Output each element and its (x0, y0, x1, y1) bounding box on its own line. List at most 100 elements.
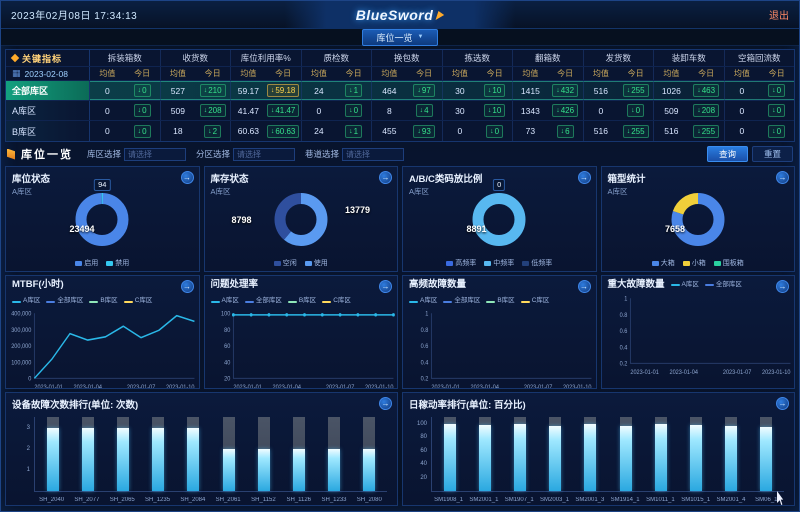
exit-link[interactable]: 退出 (769, 11, 789, 22)
kpi-today-value: ↓ 59.18 (266, 84, 300, 97)
reset-button[interactable]: 重置 (751, 146, 793, 162)
kpi-today-cell: ↓ 463 (689, 81, 724, 100)
panel-expand-button[interactable]: → (577, 280, 591, 293)
kpi-subheader-group: 均值 今日 (725, 67, 795, 80)
kpi-avg-value: 0 (598, 105, 604, 116)
panel-expand-button[interactable]: → (379, 280, 392, 293)
bar-column[interactable] (352, 417, 387, 491)
kpi-row-2[interactable]: B库区 0 ↓ 0 18 ↓ 2 60.63 ↓ 60.63 24 ↓ 1 455 ↓ 93 0 ↓ 0 73 ↓ 6 51… (6, 121, 794, 141)
bar-column[interactable] (211, 417, 246, 491)
bar-column[interactable] (678, 417, 713, 491)
svg-text:0.4: 0.4 (619, 344, 627, 352)
bar-column[interactable] (749, 417, 784, 491)
svg-text:2023-01-07: 2023-01-07 (722, 369, 751, 377)
bar-column[interactable] (317, 417, 352, 491)
chart-header: 问题处理率 A库区 全部库区 B库区 C库区 (205, 276, 398, 306)
legend-swatch (75, 260, 83, 266)
panel-expand-button[interactable]: → (379, 171, 392, 184)
kpi-date-picker[interactable]: ▦ 2023-02-08 (6, 67, 90, 80)
kpi-today-value: ↓ 255 (693, 124, 720, 138)
kpi-today-number: 6 (565, 126, 570, 136)
bar-column[interactable] (432, 417, 467, 491)
bar-x-labels: SH_2040 SH_2077 SH_2065 SH_1235 SH_2084 SH_20… (34, 497, 387, 503)
bar-column[interactable] (246, 417, 281, 491)
query-button[interactable]: 查询 (706, 146, 748, 162)
panel-expand-button[interactable]: → (577, 171, 591, 184)
kpi-cell: 0 ↓ 0 (584, 101, 654, 120)
bar-category-label: SH_1126 (286, 497, 312, 503)
tab-location-overview[interactable]: 库位一览 ▼ (361, 28, 439, 46)
kpi-avg-value: 509 (170, 105, 185, 116)
kpi-column-header: 空箱回流数 (737, 53, 781, 63)
kpi-avg-value: 59.17 (237, 85, 260, 96)
panel-expand-button[interactable]: → (180, 280, 194, 293)
legend-item: 围板箱 (713, 258, 744, 268)
bar-column[interactable] (141, 417, 176, 491)
filter-input-0[interactable] (124, 147, 187, 161)
panel-expand-button[interactable]: → (776, 397, 789, 410)
down-arrow-icon: ↓ (626, 87, 631, 94)
legend-item: 全部库区 (46, 297, 83, 305)
bar-column[interactable] (573, 417, 608, 491)
bar-category-label: SH_2080 (356, 497, 382, 503)
bar-column[interactable] (643, 417, 678, 491)
kpi-today-cell: ↓ 208 (689, 101, 724, 120)
panel-expand-button[interactable]: → (180, 171, 194, 184)
legend-line (520, 300, 530, 303)
kpi-today-number: 255 (631, 86, 645, 95)
kpi-row-0[interactable]: 全部库区 0 ↓ 0 527 ↓ 210 59.17 ↓ 59.18 24 ↓ 1 464 ↓ 97 30 ↓ 10… (6, 81, 794, 101)
kpi-cell: 0 ↓ 0 (725, 121, 795, 141)
bar-column[interactable] (176, 417, 211, 491)
bar-column[interactable] (467, 417, 502, 491)
tab-strip: 库位一览 ▼ (1, 28, 799, 46)
kpi-row-label[interactable]: B库区 (6, 121, 90, 141)
y-axis-tick: 80 (420, 434, 427, 441)
panel-expand-button[interactable]: → (776, 171, 789, 184)
bar-column[interactable] (105, 417, 140, 491)
panel-expand-button[interactable]: → (379, 397, 392, 410)
bar-column[interactable] (714, 417, 749, 491)
panel-expand-button[interactable]: → (776, 280, 789, 293)
kpi-today-value: ↓ 97 (413, 84, 435, 97)
kpi-row-label[interactable]: 全部库区 (6, 81, 90, 100)
svg-text:2023-01-07: 2023-01-07 (524, 384, 553, 389)
kpi-avg-value: 30 (455, 105, 465, 116)
bar-column[interactable] (70, 417, 105, 491)
filter-input-2[interactable] (342, 147, 405, 161)
kpi-today-number: 0 (776, 126, 782, 136)
kpi-today-cell: ↓ 208 (195, 101, 230, 120)
kpi-today-value: ↓ 0 (627, 104, 645, 117)
donut-chart (669, 191, 727, 254)
kpi-today-number: 10 (492, 86, 502, 95)
bar-column[interactable] (35, 417, 70, 491)
kpi-avg-value: 0 (739, 105, 745, 116)
kpi-today-value: ↓ 4 (415, 104, 433, 117)
svg-text:2023-01-10: 2023-01-10 (166, 384, 195, 389)
legend-line (210, 300, 220, 303)
tab-label: 库位一览 (376, 32, 413, 43)
down-arrow-icon: ↓ (490, 127, 494, 135)
kpi-today-cell: ↓ 255 (618, 81, 653, 100)
filter-input-1[interactable] (233, 147, 296, 161)
bar-column[interactable] (538, 417, 573, 491)
kpi-cell: 0 ↓ 0 (725, 101, 795, 120)
donut-value-label: 13779 (345, 205, 371, 216)
kpi-today-cell: ↓ 2 (195, 121, 230, 141)
kpi-row-label[interactable]: A库区 (6, 101, 90, 120)
kpi-today-cell: ↓ 432 (548, 81, 583, 100)
kpi-avg-value: 24 (314, 85, 324, 96)
bar-column[interactable] (281, 417, 316, 491)
kpi-avg-value: 0 (105, 85, 110, 96)
kpi-today-cell: ↓ 255 (618, 121, 653, 141)
legend-item: B库区 (287, 297, 316, 305)
y-axis-tick: 20 (420, 474, 427, 481)
legend-line (670, 284, 680, 287)
kpi-cell: 0 ↓ 0 (443, 121, 513, 141)
bar-column[interactable] (502, 417, 537, 491)
kpi-cell: 59.17 ↓ 59.18 (231, 81, 302, 100)
bar-column[interactable] (608, 417, 643, 491)
kpi-row-1[interactable]: A库区 0 ↓ 0 509 ↓ 208 41.47 ↓ 41.47 0 ↓ 0 8 ↓ 4 30 ↓ 10 1343 ↓… (6, 101, 794, 121)
legend-item: 启用 (75, 258, 98, 268)
